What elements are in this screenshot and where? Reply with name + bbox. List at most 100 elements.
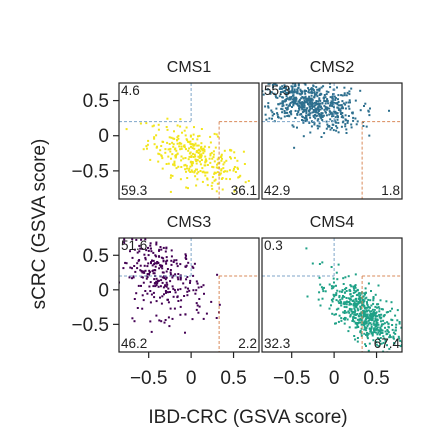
data-point bbox=[305, 110, 308, 113]
data-point bbox=[337, 300, 340, 303]
data-point bbox=[197, 311, 200, 314]
data-point bbox=[353, 313, 356, 316]
data-point bbox=[366, 306, 369, 309]
data-point bbox=[348, 99, 351, 102]
data-point bbox=[185, 138, 188, 141]
data-point bbox=[366, 301, 368, 304]
data-point bbox=[197, 144, 200, 147]
data-point bbox=[334, 116, 337, 119]
data-point bbox=[353, 301, 356, 304]
data-point bbox=[185, 235, 187, 237]
data-point bbox=[397, 335, 400, 338]
data-point bbox=[294, 83, 297, 86]
data-point bbox=[374, 325, 377, 328]
data-point bbox=[319, 116, 322, 119]
data-point bbox=[185, 126, 188, 129]
data-point bbox=[216, 182, 219, 185]
data-point bbox=[349, 101, 351, 104]
data-point bbox=[346, 119, 349, 122]
data-point bbox=[97, 243, 99, 245]
data-point bbox=[129, 266, 132, 269]
data-point bbox=[317, 298, 320, 301]
data-point bbox=[158, 319, 161, 322]
data-point bbox=[296, 113, 299, 116]
data-point bbox=[325, 93, 328, 96]
data-point bbox=[372, 331, 374, 334]
data-point bbox=[357, 322, 360, 325]
data-point bbox=[177, 288, 179, 291]
data-point bbox=[351, 312, 354, 315]
data-point bbox=[236, 159, 239, 162]
data-point bbox=[212, 156, 215, 159]
data-point bbox=[374, 315, 377, 318]
data-point bbox=[323, 286, 325, 289]
data-point bbox=[378, 315, 381, 318]
data-point bbox=[359, 300, 362, 303]
data-point bbox=[155, 262, 158, 265]
data-point bbox=[370, 323, 373, 326]
data-point bbox=[141, 271, 144, 274]
data-point bbox=[336, 103, 339, 106]
data-point bbox=[366, 310, 368, 313]
data-point bbox=[336, 118, 339, 121]
data-point bbox=[386, 321, 389, 324]
data-point bbox=[369, 314, 371, 317]
data-point bbox=[124, 261, 127, 264]
data-point bbox=[349, 302, 351, 305]
data-point bbox=[195, 160, 198, 162]
points bbox=[112, 111, 261, 207]
data-point bbox=[297, 63, 299, 65]
data-point bbox=[154, 265, 157, 268]
data-point bbox=[364, 343, 367, 346]
data-point bbox=[148, 285, 151, 288]
data-point bbox=[323, 100, 326, 102]
data-point bbox=[195, 289, 198, 292]
data-point bbox=[379, 337, 382, 339]
data-point bbox=[396, 319, 399, 322]
data-point bbox=[267, 105, 270, 108]
data-point bbox=[112, 111, 114, 113]
percent-top-left: 0.3 bbox=[264, 238, 283, 253]
data-point bbox=[321, 102, 324, 104]
data-point bbox=[293, 146, 296, 149]
data-point bbox=[201, 180, 204, 183]
data-point bbox=[367, 319, 370, 322]
data-point bbox=[360, 327, 363, 330]
data-point bbox=[280, 117, 283, 120]
data-point bbox=[372, 339, 375, 342]
data-point bbox=[413, 352, 415, 354]
data-point bbox=[179, 178, 182, 181]
data-point bbox=[213, 171, 216, 174]
data-point bbox=[308, 114, 311, 117]
data-point bbox=[291, 106, 293, 108]
data-point bbox=[136, 251, 139, 254]
data-point bbox=[329, 110, 331, 113]
data-point bbox=[195, 280, 198, 283]
data-point bbox=[369, 317, 372, 320]
y-tick-label: 0 bbox=[98, 126, 109, 147]
data-point bbox=[327, 102, 330, 105]
data-point bbox=[343, 301, 346, 304]
data-point bbox=[330, 266, 333, 268]
data-point bbox=[161, 295, 164, 298]
data-point bbox=[329, 104, 331, 107]
data-point bbox=[177, 278, 180, 281]
data-point bbox=[173, 289, 176, 292]
data-point bbox=[200, 159, 203, 161]
data-point bbox=[365, 322, 368, 325]
data-point bbox=[291, 124, 294, 127]
data-point bbox=[383, 322, 386, 325]
data-point bbox=[192, 144, 195, 147]
data-point bbox=[167, 162, 170, 165]
data-point bbox=[149, 158, 152, 161]
data-point bbox=[212, 150, 215, 153]
data-point bbox=[301, 96, 304, 98]
x-tick-label: 0.5 bbox=[220, 368, 246, 389]
data-point bbox=[208, 146, 211, 149]
data-point bbox=[282, 104, 285, 107]
data-point bbox=[259, 205, 261, 207]
data-point bbox=[273, 83, 276, 85]
data-point bbox=[367, 309, 370, 312]
data-point bbox=[353, 307, 356, 310]
data-point bbox=[323, 94, 326, 96]
